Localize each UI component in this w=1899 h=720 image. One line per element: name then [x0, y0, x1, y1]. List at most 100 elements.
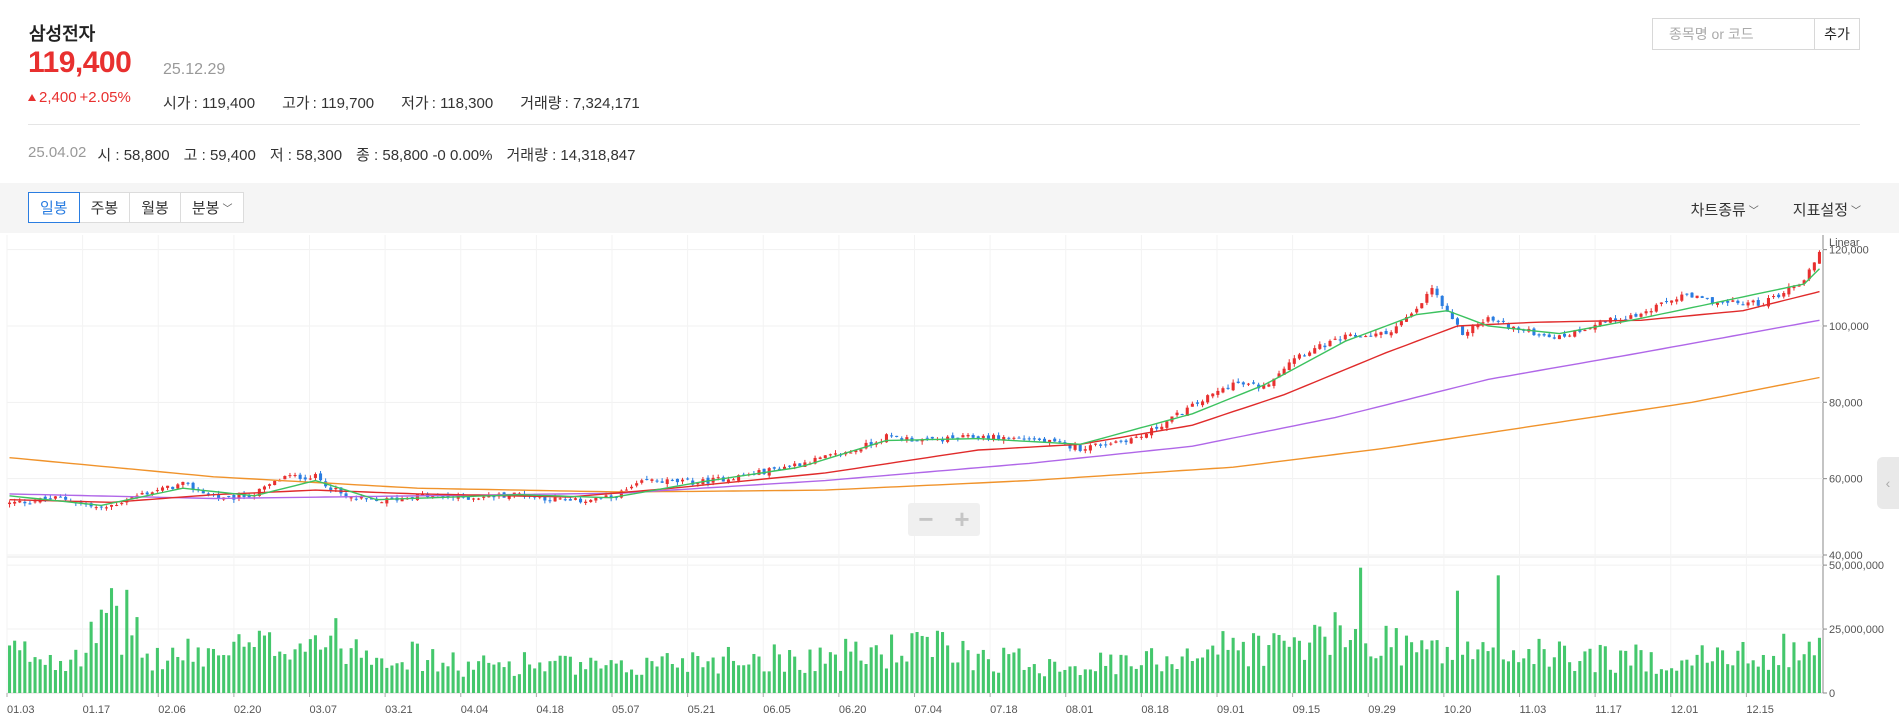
- candle-body: [624, 489, 628, 491]
- volume-bar: [466, 661, 470, 693]
- chart-canvas[interactable]: 40,00060,00080,000100,000120,000Linear02…: [0, 235, 1899, 720]
- volume-bar: [1715, 647, 1720, 693]
- volume-bar: [1201, 657, 1205, 693]
- volume-tick-label: 50,000,000: [1829, 560, 1884, 572]
- volume-bar: [1287, 646, 1291, 693]
- candle-body: [1007, 437, 1011, 439]
- zoom-in-button[interactable]: +: [954, 504, 970, 534]
- indicator-settings-dropdown[interactable]: 지표설정 ﹀: [1792, 202, 1861, 219]
- candle-body: [1160, 426, 1164, 430]
- volume-bar: [8, 645, 12, 693]
- candle-body: [166, 485, 170, 488]
- candle-body: [726, 479, 730, 483]
- volume-bar: [1695, 654, 1699, 693]
- candle-body: [349, 497, 353, 499]
- volume-bar: [1450, 659, 1454, 693]
- volume-tick-label: 25,000,000: [1829, 624, 1884, 636]
- candle-body: [589, 499, 593, 502]
- chart-toolbar: 일봉 주봉 월봉 분봉 ﹀ 차트종류 ﹀ 지표설정 ﹀: [0, 183, 1899, 233]
- volume-bar: [130, 635, 134, 693]
- candle-body: [1328, 340, 1332, 347]
- candle-body: [1037, 438, 1041, 440]
- candle-body: [359, 496, 363, 499]
- candle-body: [1578, 329, 1582, 332]
- candle-body: [1394, 326, 1398, 334]
- period-daily-button[interactable]: 일봉: [28, 192, 80, 223]
- price-tick-label: 60,000: [1829, 474, 1863, 486]
- volume-bar: [879, 654, 883, 693]
- candle-body: [262, 486, 266, 490]
- period-monthly-button[interactable]: 월봉: [130, 192, 181, 223]
- volume-bar: [1155, 664, 1159, 693]
- volume-bar: [1313, 624, 1317, 693]
- volume-bar: [1369, 656, 1373, 693]
- candle-body: [548, 500, 552, 502]
- volume-bar: [232, 641, 236, 693]
- volume-bar: [48, 654, 52, 693]
- volume-bar: [477, 661, 481, 693]
- volume-bar: [1608, 669, 1612, 693]
- volume-bar: [334, 618, 338, 693]
- volume-bar: [446, 666, 450, 693]
- volume-bar: [522, 652, 527, 693]
- candle-body: [33, 501, 37, 503]
- header-divider: [28, 124, 1860, 125]
- side-panel-toggle[interactable]: ‹: [1877, 457, 1899, 509]
- volume-bar: [1461, 654, 1465, 693]
- volume-bar: [711, 657, 715, 693]
- volume-bar: [1073, 666, 1077, 693]
- candle-body: [762, 468, 766, 475]
- candle-body: [1323, 345, 1327, 348]
- candle-body: [140, 493, 144, 495]
- candle-body: [1685, 293, 1689, 295]
- volume-bar: [905, 661, 909, 693]
- candle-body: [1231, 382, 1235, 391]
- candle-body: [854, 450, 858, 453]
- candle-body: [533, 496, 537, 498]
- chart-type-dropdown[interactable]: 차트종류 ﹀: [1690, 202, 1759, 219]
- volume-bar: [1410, 642, 1414, 693]
- candle-body: [630, 486, 634, 489]
- volume-bar: [502, 667, 506, 693]
- stock-chart[interactable]: 40,000 60,000 80,000 100,000 120,000 Linear 0 2…: [0, 235, 1899, 720]
- volume-bar: [1216, 654, 1220, 693]
- volume-bar: [1471, 659, 1475, 693]
- candle-body: [558, 498, 562, 500]
- candle-body: [1399, 321, 1403, 326]
- candle-body: [1715, 302, 1720, 305]
- candle-body: [64, 496, 68, 500]
- candle-body: [466, 496, 470, 500]
- candle-body: [645, 479, 649, 481]
- volume-bar: [181, 660, 185, 693]
- search-input[interactable]: [1653, 19, 1815, 49]
- candle-body: [155, 490, 159, 492]
- volume-bar: [1282, 640, 1286, 693]
- candle-body: [1481, 322, 1485, 324]
- volume-bar: [961, 640, 965, 693]
- candle-body: [1206, 395, 1210, 403]
- volume-bar: [1374, 658, 1378, 693]
- candle-body: [232, 494, 236, 500]
- candle-body: [1124, 440, 1128, 443]
- candle-body: [1272, 378, 1276, 386]
- candle-body: [1226, 387, 1230, 389]
- add-button[interactable]: 추가: [1815, 19, 1859, 49]
- candle-body: [171, 486, 175, 490]
- period-minute-button[interactable]: 분봉 ﹀: [180, 192, 245, 223]
- toolbar-right: 차트종류 ﹀ 지표설정 ﹀: [1691, 199, 1861, 220]
- candle-body: [1557, 335, 1561, 340]
- volume-bar: [1068, 666, 1072, 693]
- volume-bar: [986, 659, 990, 693]
- period-weekly-button[interactable]: 주봉: [79, 192, 131, 223]
- volume-bar: [635, 674, 639, 693]
- volume: 거래량: 7,324,171: [520, 95, 640, 112]
- candle-body: [1659, 302, 1663, 304]
- volume-bar: [1680, 660, 1684, 693]
- candle-body: [1680, 294, 1684, 301]
- volume-bar: [1420, 640, 1424, 693]
- candle-body: [981, 435, 985, 438]
- candle-body: [1450, 312, 1454, 320]
- zoom-out-button[interactable]: −: [918, 504, 934, 534]
- candle-body: [115, 504, 119, 506]
- volume-bar: [624, 672, 628, 693]
